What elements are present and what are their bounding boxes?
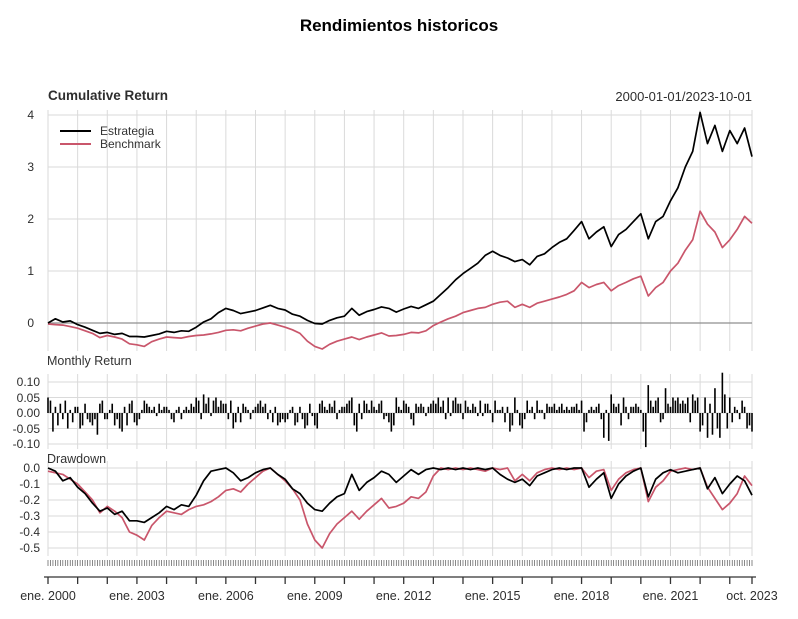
- y-tick-label: 0: [27, 316, 34, 330]
- legend-label-estrategia: Estrategia: [100, 123, 155, 138]
- y-tick-label: -0.4: [19, 525, 40, 539]
- panel-1-gridlines: [47, 374, 753, 449]
- cumulative-series: [47, 111, 753, 350]
- panel-0-gridlines: [47, 110, 753, 351]
- y-tick-label: 1: [27, 264, 34, 278]
- y-tick-label: 2: [27, 212, 34, 226]
- x-tick-label: ene. 2003: [109, 589, 165, 603]
- benchmark-line-swatch: [60, 142, 91, 145]
- estrategia-line-swatch: [60, 129, 91, 132]
- series-line-estrategia: [47, 467, 753, 524]
- y-tick-label: 0.10: [16, 375, 40, 389]
- series-line-benchmark: [47, 210, 753, 350]
- figure-title: Rendimientos historicos: [299, 16, 499, 35]
- legend: Estrategia Benchmark: [60, 123, 161, 151]
- monthly-return-bars: [47, 372, 753, 448]
- y-tick-label: -0.2: [19, 493, 40, 507]
- legend-item-benchmark: Benchmark: [60, 136, 161, 151]
- x-tick-label: oct. 2023: [726, 589, 778, 603]
- y-tick-label: 0.0: [23, 461, 40, 475]
- x-tick-label: ene. 2006: [198, 589, 254, 603]
- panel-2-gridlines: [47, 461, 753, 556]
- x-axis: [44, 560, 756, 584]
- x-tick-label: ene. 2021: [642, 589, 699, 603]
- drawdown-series: [47, 467, 753, 549]
- x-tick-label: ene. 2009: [286, 589, 343, 603]
- x-tick-label: ene. 2000: [20, 589, 76, 603]
- y-tick-label: 3: [27, 160, 34, 174]
- series-line-estrategia: [47, 111, 753, 338]
- legend-label-benchmark: Benchmark: [100, 136, 161, 151]
- legend-item-estrategia: Estrategia: [60, 123, 161, 138]
- y-tick-label: 0.05: [16, 390, 40, 405]
- date-range-label: 2000-01-01/2023-10-01: [615, 89, 752, 104]
- y-tick-label: -0.1: [19, 477, 40, 491]
- x-tick-label: ene. 2015: [464, 589, 521, 603]
- y-tick-label: -0.3: [19, 509, 40, 523]
- y-tick-label: 0.00: [16, 406, 40, 420]
- monthly-return-panel-title: Monthly Return: [47, 354, 132, 368]
- series-line-benchmark: [47, 467, 753, 549]
- y-tick-label: 4: [27, 108, 34, 122]
- cumulative-panel-title: Cumulative Return: [48, 88, 169, 103]
- x-tick-label: ene. 2012: [375, 589, 432, 603]
- y-tick-label: -0.10: [12, 437, 40, 451]
- y-tick-label: -0.05: [12, 421, 40, 436]
- y-tick-label: -0.5: [19, 541, 40, 555]
- drawdown-panel-title: Drawdown: [47, 452, 107, 466]
- x-tick-label: ene. 2018: [553, 589, 610, 603]
